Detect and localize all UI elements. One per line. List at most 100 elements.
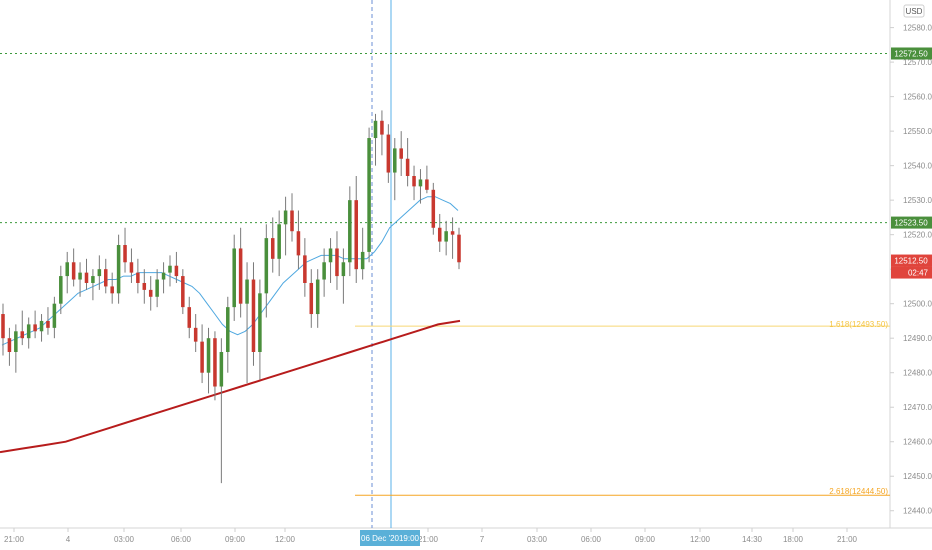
candle-body[interactable] (425, 179, 429, 190)
candle-body[interactable] (103, 269, 108, 287)
x-tick-label: 06:00 (581, 535, 602, 544)
candle-body[interactable] (431, 189, 436, 228)
candle-body[interactable] (245, 279, 249, 304)
candles-layer[interactable] (1, 110, 461, 484)
price-tag-label: 12523.50 (894, 219, 928, 228)
candle-body[interactable] (341, 262, 346, 277)
candle-body[interactable] (7, 338, 12, 352)
candle-body[interactable] (251, 279, 256, 352)
candle-body[interactable] (437, 227, 442, 242)
candle-body[interactable] (412, 176, 416, 187)
x-tick-label: 12:00 (275, 535, 296, 544)
candle-body[interactable] (129, 262, 134, 273)
candle-body[interactable] (91, 276, 95, 283)
ema-slow-line (0, 319, 461, 454)
candle-body[interactable] (457, 234, 461, 263)
candle-body[interactable] (65, 262, 69, 277)
candle-body[interactable] (373, 120, 378, 139)
currency-badge[interactable]: USD (903, 4, 925, 18)
candle-body[interactable] (193, 327, 198, 342)
y-tick-label: 12450.00 (903, 472, 932, 481)
candle-body[interactable] (238, 248, 243, 304)
y-tick-label: 12570.00 (903, 58, 932, 67)
candle-body[interactable] (161, 272, 166, 280)
candle-body[interactable] (46, 320, 50, 328)
x-tick-label: 21:00 (4, 535, 25, 544)
y-tick-label: 12530.00 (903, 196, 932, 205)
y-tick-label: 12470.00 (903, 403, 932, 412)
candle-body[interactable] (20, 331, 25, 339)
candle-body[interactable] (348, 200, 352, 263)
candle-body[interactable] (360, 251, 365, 270)
candle-body[interactable] (123, 245, 127, 263)
candle-body[interactable] (97, 269, 102, 277)
candle-body[interactable] (39, 320, 44, 332)
candle-body[interactable] (219, 352, 224, 387)
candle-body[interactable] (386, 134, 391, 173)
candle-body[interactable] (380, 120, 384, 135)
candle-body[interactable] (258, 293, 262, 352)
candle-body[interactable] (136, 272, 140, 283)
candle-body[interactable] (367, 138, 371, 252)
candle-body[interactable] (110, 286, 114, 294)
candle-body[interactable] (309, 282, 314, 315)
candle-body[interactable] (116, 245, 121, 294)
fib-label-2618: 2.618(12444.50) (829, 487, 888, 496)
crosshair-time-label: 06 Dec '20 19:00 (360, 530, 420, 546)
candle-body[interactable] (444, 231, 448, 242)
price-tag-label: 12512.50 (894, 257, 928, 266)
y-tick-label: 12490.00 (903, 334, 932, 343)
candle-body[interactable] (168, 265, 172, 273)
y-tick-label: 12440.00 (903, 507, 932, 516)
candle-body[interactable] (399, 148, 403, 159)
candle-body[interactable] (213, 338, 217, 387)
currency-badge-box (903, 4, 925, 18)
candle-body[interactable] (26, 324, 31, 339)
candle-body[interactable] (277, 224, 281, 259)
candle-body[interactable] (206, 338, 211, 373)
candle-body[interactable] (187, 307, 192, 328)
candle-body[interactable] (226, 307, 230, 352)
candle-body[interactable] (181, 276, 185, 308)
candle-body[interactable] (78, 272, 82, 280)
plot-area[interactable] (0, 0, 890, 528)
candle-body[interactable] (232, 248, 236, 308)
price-tag-box (891, 216, 932, 229)
candle-body[interactable] (405, 158, 410, 176)
candle-body[interactable] (200, 341, 204, 373)
candle-body[interactable] (450, 231, 455, 235)
candle-body[interactable] (328, 248, 333, 263)
candle-body[interactable] (155, 279, 159, 297)
candle-body[interactable] (71, 262, 76, 280)
candle-body[interactable] (174, 265, 179, 277)
candle-body[interactable] (1, 314, 5, 339)
x-tick-label: 14:30 (742, 535, 763, 544)
candle-body[interactable] (393, 148, 397, 173)
y-tick-label: 12520.00 (903, 231, 932, 240)
candle-body[interactable] (142, 282, 147, 290)
candle-body[interactable] (52, 303, 57, 328)
candle-body[interactable] (335, 248, 339, 277)
x-tick-label: 03:00 (114, 535, 135, 544)
candle-body[interactable] (354, 200, 359, 270)
candle-body[interactable] (270, 238, 275, 259)
candle-body[interactable] (303, 255, 307, 283)
candle-body[interactable] (14, 331, 18, 352)
x-tick-label: 7 (480, 535, 485, 544)
y-tick-label: 12480.00 (903, 369, 932, 378)
candle-body[interactable] (418, 179, 423, 187)
x-tick-label: 4 (66, 535, 71, 544)
candle-body[interactable] (264, 238, 269, 294)
candle-body[interactable] (290, 210, 294, 232)
candle-body[interactable] (296, 231, 301, 256)
candle-body[interactable] (148, 289, 153, 297)
candle-body[interactable] (33, 324, 37, 332)
candle-body[interactable] (283, 210, 288, 225)
candle-body[interactable] (59, 276, 63, 304)
x-tick-label: 09:00 (635, 535, 656, 544)
candle-body[interactable] (315, 279, 320, 315)
candle-body[interactable] (322, 262, 326, 280)
candle-body[interactable] (84, 272, 89, 283)
